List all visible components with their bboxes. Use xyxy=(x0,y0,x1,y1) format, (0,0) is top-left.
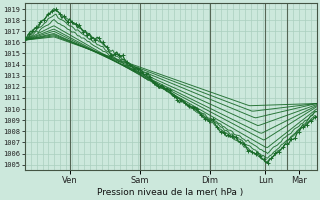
X-axis label: Pression niveau de la mer( hPa ): Pression niveau de la mer( hPa ) xyxy=(98,188,244,197)
